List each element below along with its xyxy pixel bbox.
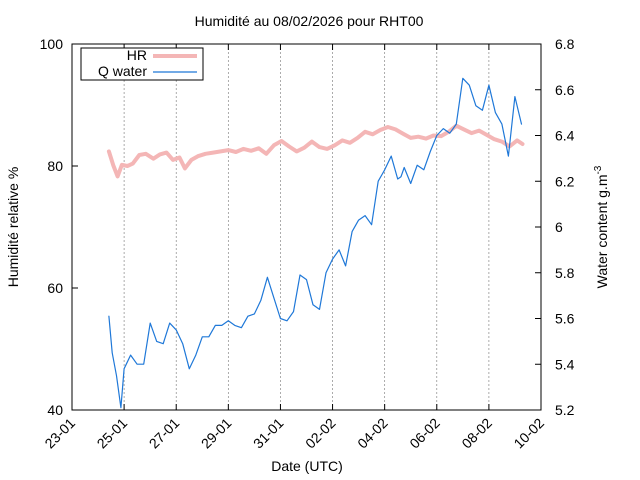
y-tick-label: 80 <box>47 158 63 174</box>
y2-tick-label: 5.4 <box>555 356 575 372</box>
legend-box <box>80 47 204 81</box>
y2-tick-label: 6.4 <box>555 128 575 144</box>
y-tick-label: 100 <box>40 36 64 52</box>
y2-tick-label: 6.8 <box>555 36 575 52</box>
legend-label-q-water: Q water <box>98 63 147 79</box>
y2-tick-label: 6.2 <box>555 173 575 189</box>
y-axis-label: Humidité relative % <box>5 167 21 288</box>
y-axis-left: 40 60 80 100 <box>40 36 78 418</box>
y2-axis-label-main: Water content g.m <box>594 175 610 289</box>
x-axis-label: Date (UTC) <box>271 458 343 474</box>
legend: HR Q water <box>80 47 204 81</box>
vertical-grid <box>123 44 490 410</box>
y2-tick-label: 6 <box>555 219 563 235</box>
y-tick-label: 60 <box>47 280 63 296</box>
chart-title: Humidité au 08/02/2026 pour RHT00 <box>195 13 424 29</box>
series-layer <box>106 77 525 409</box>
series-line-hr <box>106 123 525 179</box>
y2-tick-label: 5.8 <box>555 265 575 281</box>
y2-tick-label: 5.6 <box>555 311 575 327</box>
series-line-q-water <box>108 77 523 409</box>
legend-label-hr: HR <box>127 47 147 63</box>
y-axis-right: 5.2 5.4 5.6 5.8 6 6.2 6.4 6.6 6.8 <box>535 36 575 418</box>
y2-axis-label: Water content g.m-3 <box>593 165 610 288</box>
y2-axis-label-exponent: -3 <box>593 165 604 174</box>
y-tick-label: 40 <box>47 402 63 418</box>
y2-tick-label: 6.6 <box>555 82 575 98</box>
y2-tick-label: 5.2 <box>555 402 575 418</box>
